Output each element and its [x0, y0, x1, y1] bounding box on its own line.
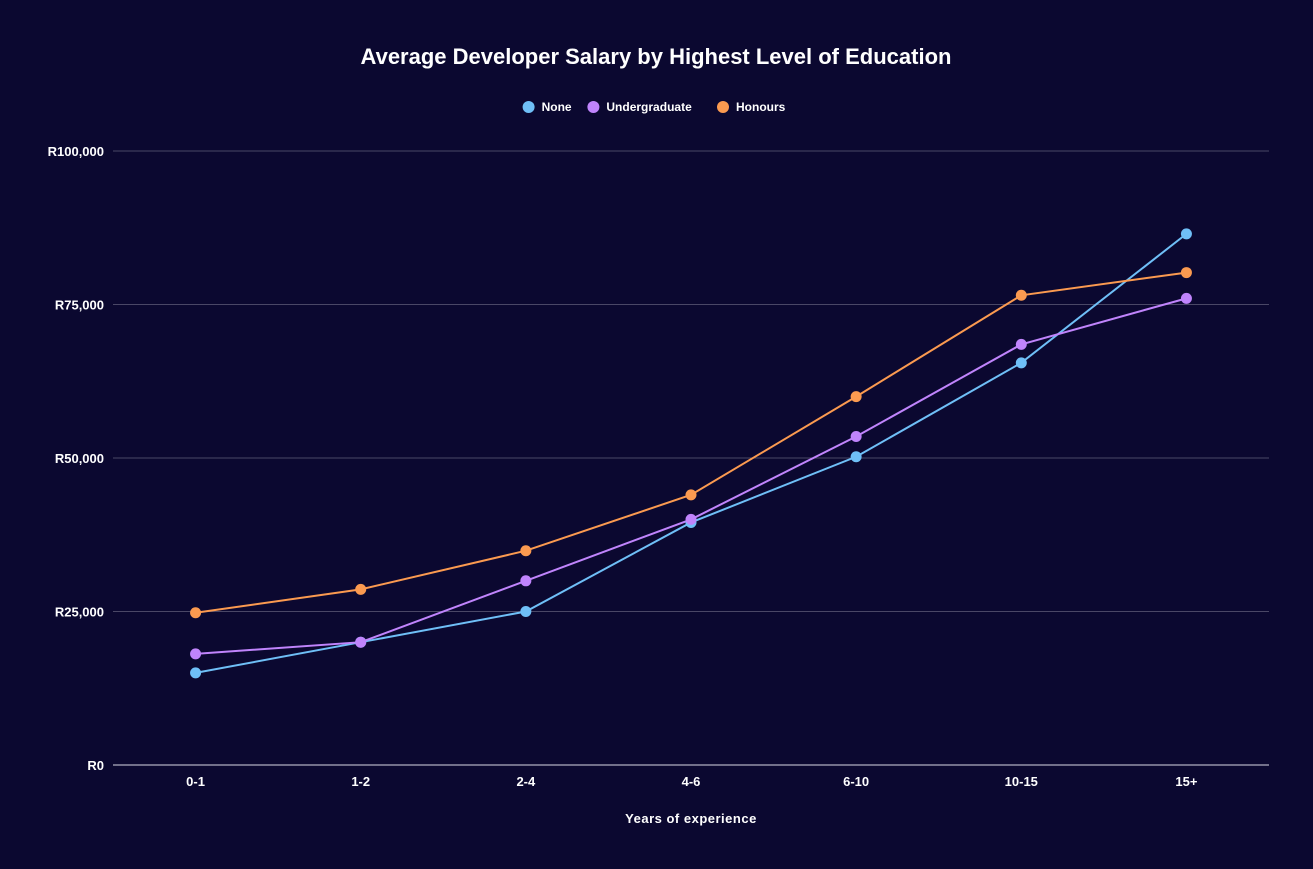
y-tick-label: R50,000: [55, 451, 104, 466]
x-tick-label: 10-15: [1005, 774, 1038, 789]
series-line-honours: [195, 271, 1187, 614]
chart-title: Average Developer Salary by Highest Leve…: [361, 44, 952, 69]
data-point-none: [520, 606, 532, 617]
x-axis-tick-labels: 0-1 1-2 2-4 4-6 6-10 10-15 15+: [186, 774, 1198, 789]
legend-marker: [522, 101, 535, 113]
legend-marker: [587, 101, 600, 113]
data-point-undergraduate: [850, 431, 862, 443]
y-tick-label: R75,000: [55, 298, 104, 313]
data-point-honours: [190, 607, 202, 619]
y-tick-label: R25,000: [55, 605, 104, 620]
data-point-honours: [355, 583, 367, 595]
data-point-undergraduate: [685, 513, 697, 525]
legend-label: None: [542, 100, 572, 114]
y-tick-label: R0: [87, 758, 104, 773]
legend: None Undergraduate Honours: [522, 100, 786, 114]
x-tick-label: 6-10: [843, 774, 869, 789]
x-axis-title: Years of experience: [625, 811, 757, 826]
data-point-none: [1180, 228, 1192, 240]
data-point-undergraduate: [355, 636, 367, 648]
x-tick-label: 2-4: [516, 774, 536, 789]
legend-label: Honours: [736, 100, 786, 114]
gridlines: [113, 150, 1269, 766]
data-point-undergraduate: [1015, 338, 1027, 350]
series-line-none: [195, 233, 1188, 674]
data-point-none: [1015, 357, 1027, 369]
series-lines: [195, 233, 1188, 674]
data-point-undergraduate: [190, 648, 202, 660]
data-point-honours: [850, 391, 862, 403]
data-point-honours: [685, 489, 697, 501]
data-point-none: [850, 451, 862, 463]
data-point-honours: [1180, 267, 1192, 279]
legend-marker: [717, 101, 729, 113]
y-tick-label: R100,000: [48, 144, 104, 159]
data-point-honours: [520, 545, 532, 557]
data-point-undergraduate: [520, 575, 532, 587]
data-point-honours: [1015, 289, 1027, 301]
data-point-undergraduate: [1180, 292, 1192, 304]
series-line-undergraduate: [195, 297, 1187, 655]
x-tick-label: 4-6: [682, 774, 701, 789]
x-tick-label: 15+: [1175, 774, 1197, 789]
y-axis-tick-labels: R0 R25,000 R50,000 R75,000 R100,000: [48, 144, 104, 773]
data-point-none: [190, 667, 202, 679]
x-tick-label: 1-2: [351, 774, 370, 789]
legend-label: Undergraduate: [606, 100, 692, 114]
x-tick-label: 0-1: [186, 774, 205, 789]
series-points: [190, 228, 1192, 679]
